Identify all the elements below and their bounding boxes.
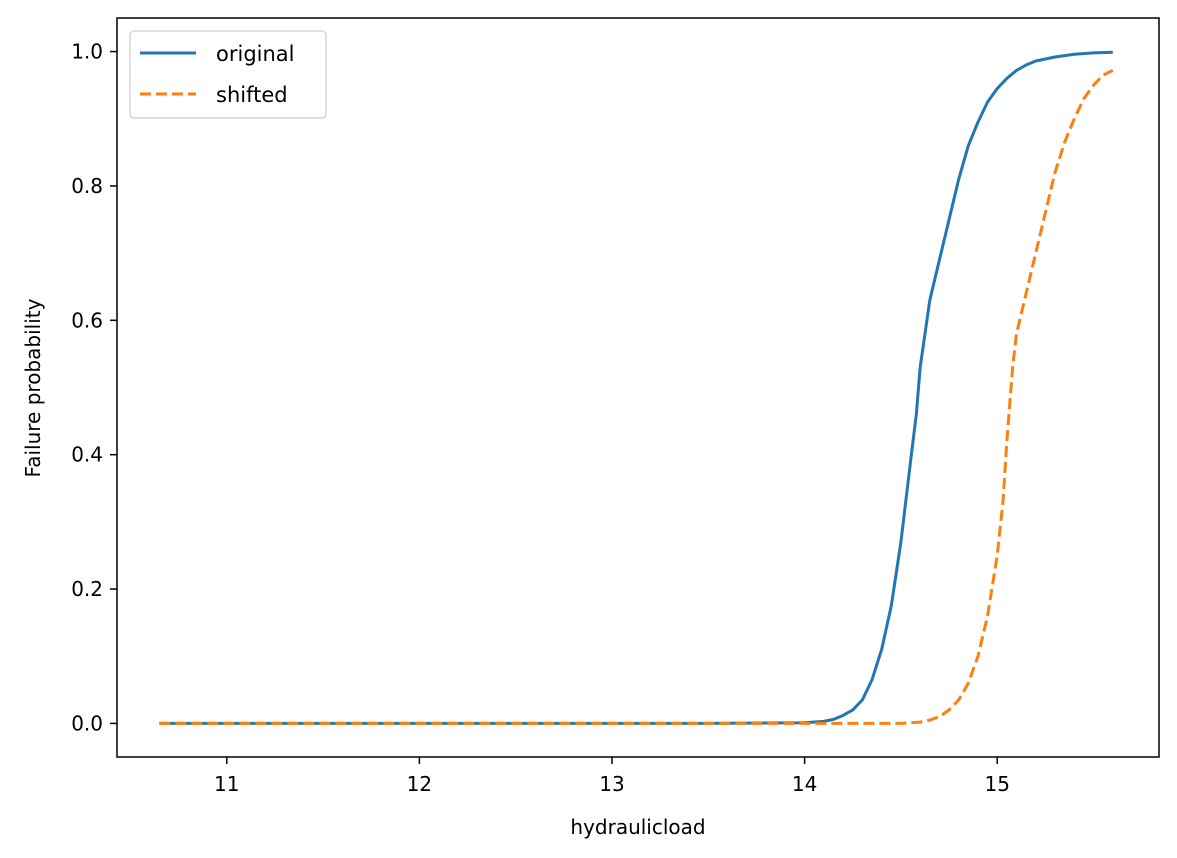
plot-frame <box>116 17 1160 758</box>
series-line-shifted <box>159 69 1114 725</box>
x-axis: 11 12 13 14 15 <box>214 757 1010 796</box>
y-tick-label: 0.6 <box>71 308 103 332</box>
y-tick-label: 0.2 <box>71 577 103 601</box>
x-axis-label: hydraulicload <box>570 815 705 839</box>
y-tick-label: 0.8 <box>71 174 103 198</box>
legend: original shifted <box>129 30 327 119</box>
y-axis: 0.0 0.2 0.4 0.6 0.8 1.0 <box>71 40 117 735</box>
series-layer <box>159 50 1114 725</box>
y-tick-label: 0.4 <box>71 443 103 467</box>
legend-label-original: original <box>216 42 295 66</box>
x-tick-label: 11 <box>214 772 239 796</box>
y-axis-label: Failure probability <box>21 298 45 477</box>
x-tick-label: 15 <box>984 772 1009 796</box>
x-tick-label: 14 <box>792 772 817 796</box>
legend-label-shifted: shifted <box>216 83 288 107</box>
x-tick-label: 12 <box>407 772 432 796</box>
x-tick-label: 13 <box>599 772 624 796</box>
y-tick-label: 1.0 <box>71 40 103 64</box>
series-line-original <box>159 50 1113 725</box>
y-tick-label: 0.0 <box>71 711 103 735</box>
